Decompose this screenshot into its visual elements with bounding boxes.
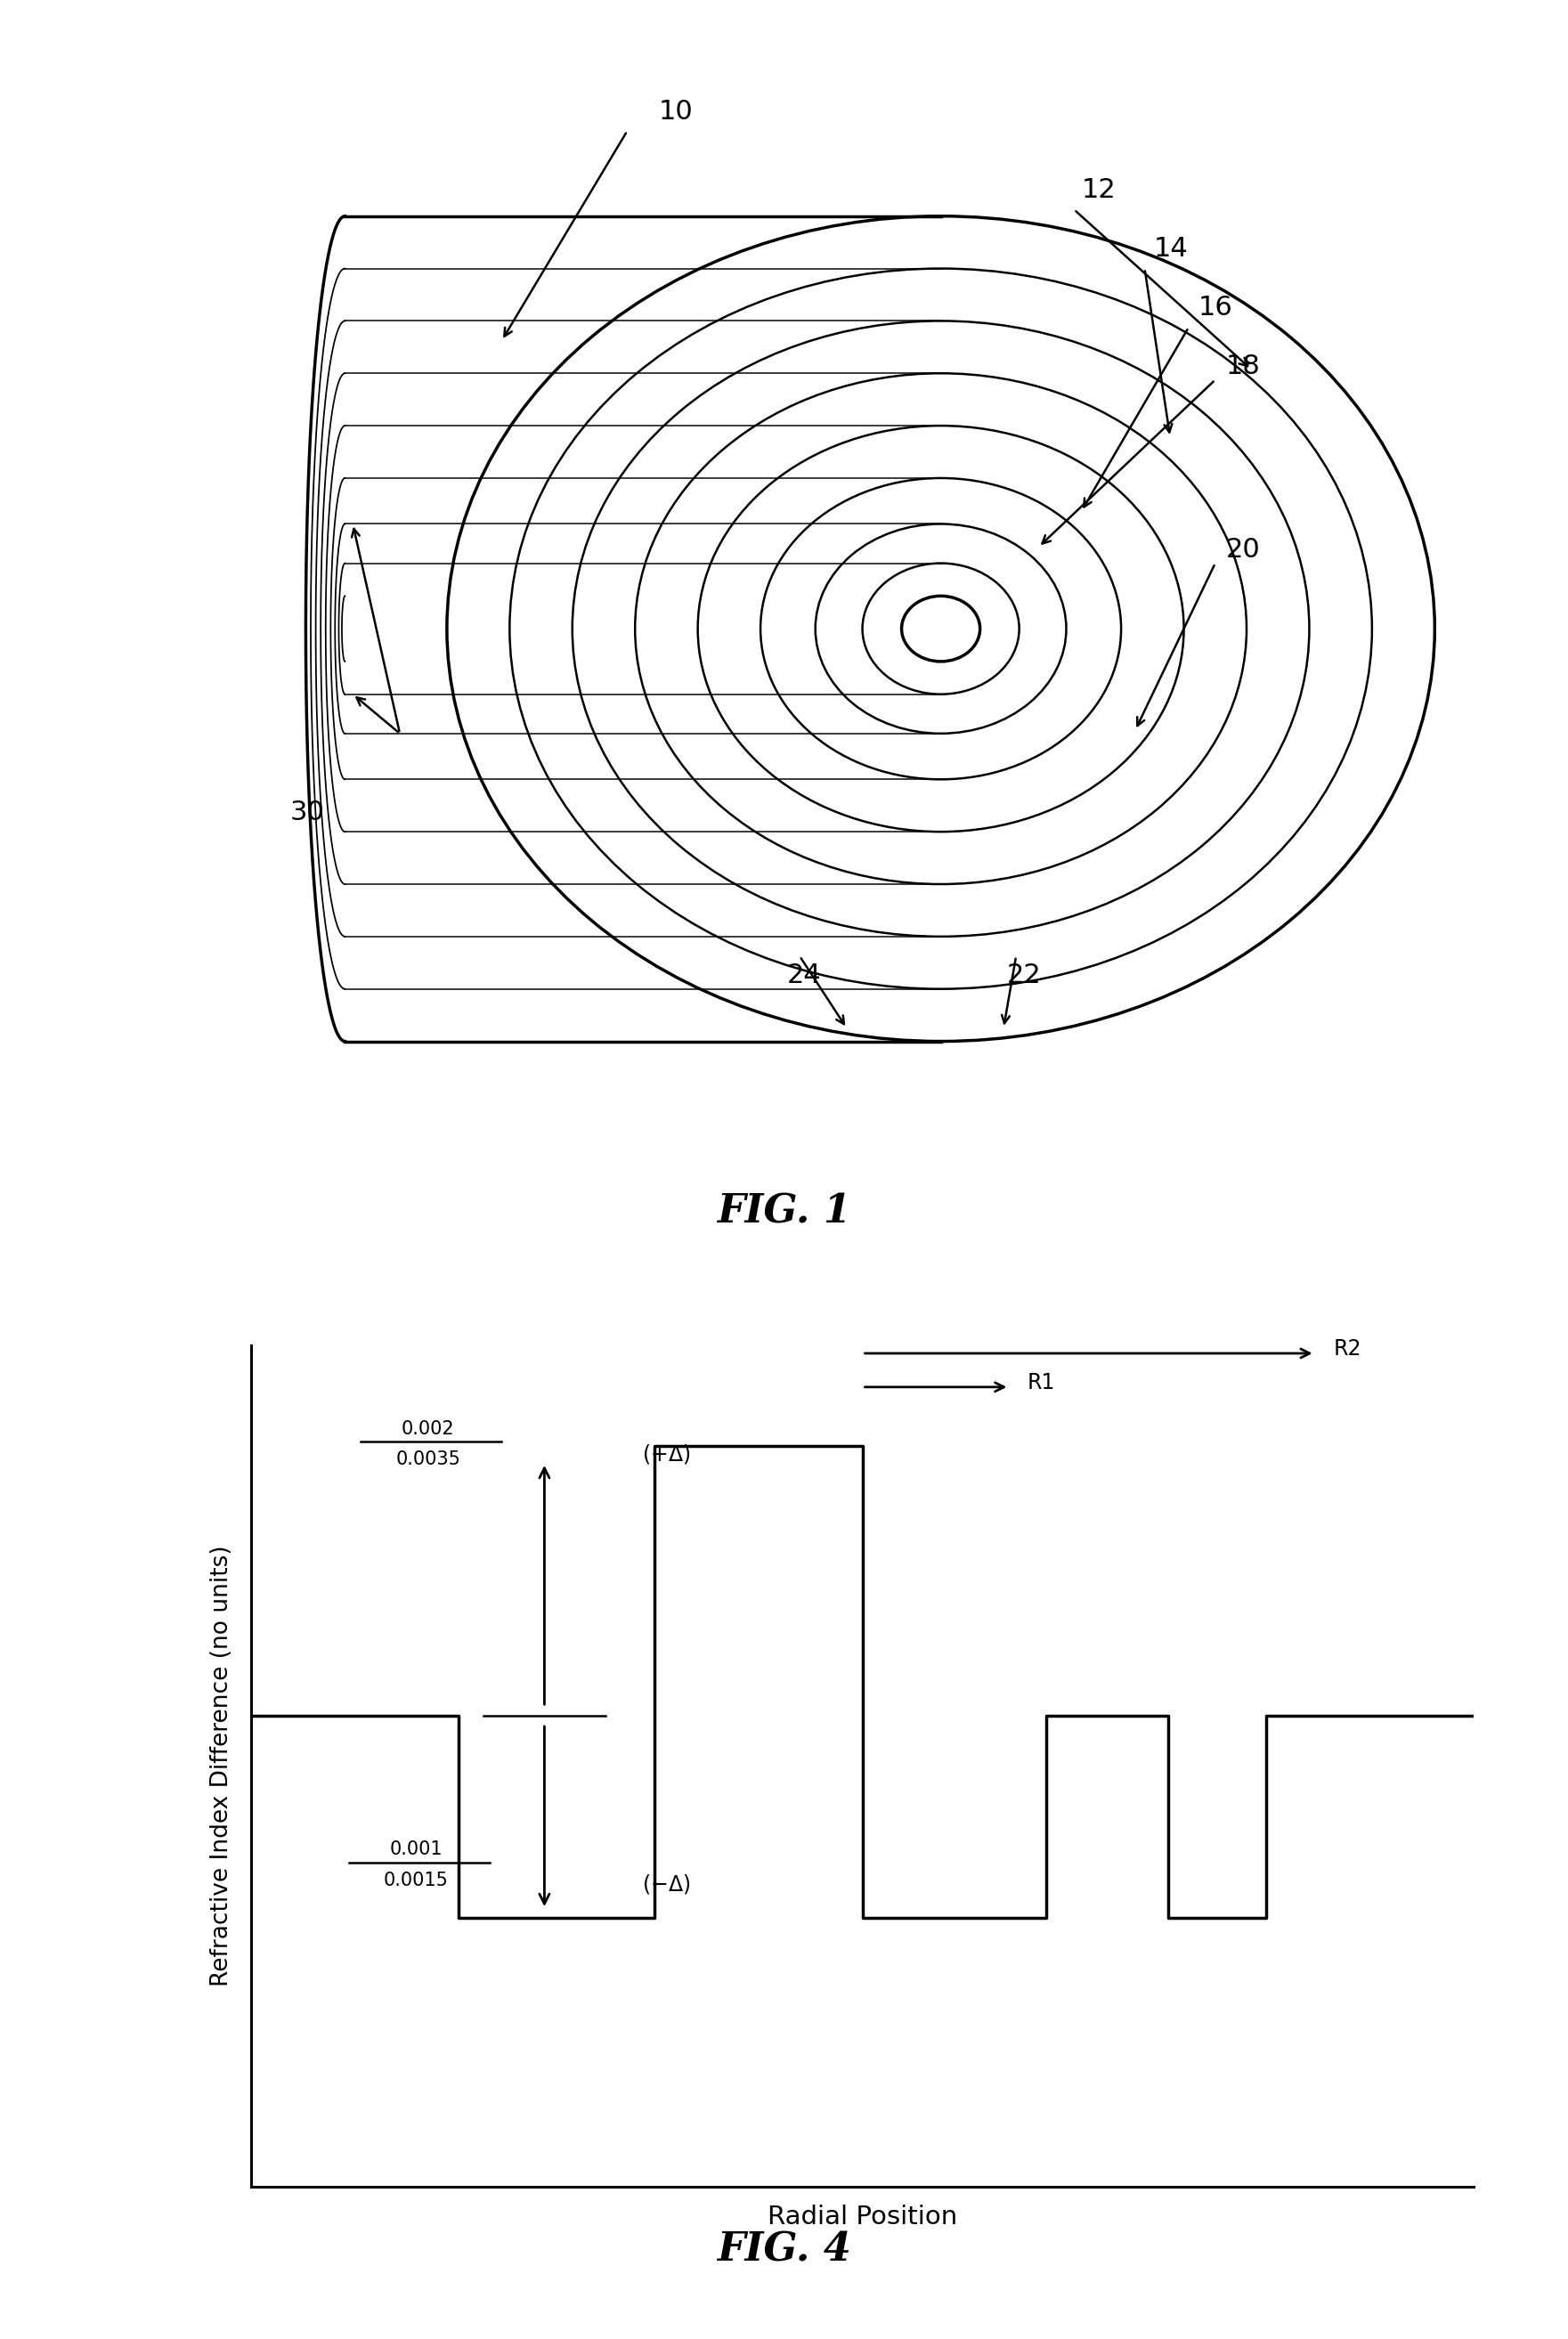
Text: R2: R2 — [1333, 1338, 1361, 1359]
Text: R1: R1 — [1027, 1373, 1055, 1394]
Text: 0.002: 0.002 — [401, 1420, 455, 1438]
Text: 0.0035: 0.0035 — [395, 1450, 461, 1469]
Text: 10: 10 — [659, 98, 693, 124]
Text: FIG. 1: FIG. 1 — [717, 1193, 851, 1230]
Text: FIG. 4: FIG. 4 — [717, 2231, 851, 2269]
Text: 30: 30 — [290, 800, 325, 826]
Text: 0.0015: 0.0015 — [384, 1871, 448, 1890]
Text: 18: 18 — [1226, 353, 1261, 379]
Text: (+$\Delta$): (+$\Delta$) — [643, 1443, 690, 1467]
Text: 0.001: 0.001 — [389, 1841, 442, 1860]
Text: 20: 20 — [1226, 538, 1261, 564]
Text: 16: 16 — [1198, 295, 1232, 320]
X-axis label: Radial Position: Radial Position — [767, 2203, 958, 2229]
Text: 12: 12 — [1082, 178, 1116, 203]
Y-axis label: Refractive Index Difference (no units): Refractive Index Difference (no units) — [210, 1546, 234, 1986]
Text: 24: 24 — [787, 964, 822, 989]
Text: ($-\Delta$): ($-\Delta$) — [643, 1871, 690, 1895]
Text: 22: 22 — [1007, 964, 1041, 989]
Text: 14: 14 — [1154, 236, 1189, 262]
